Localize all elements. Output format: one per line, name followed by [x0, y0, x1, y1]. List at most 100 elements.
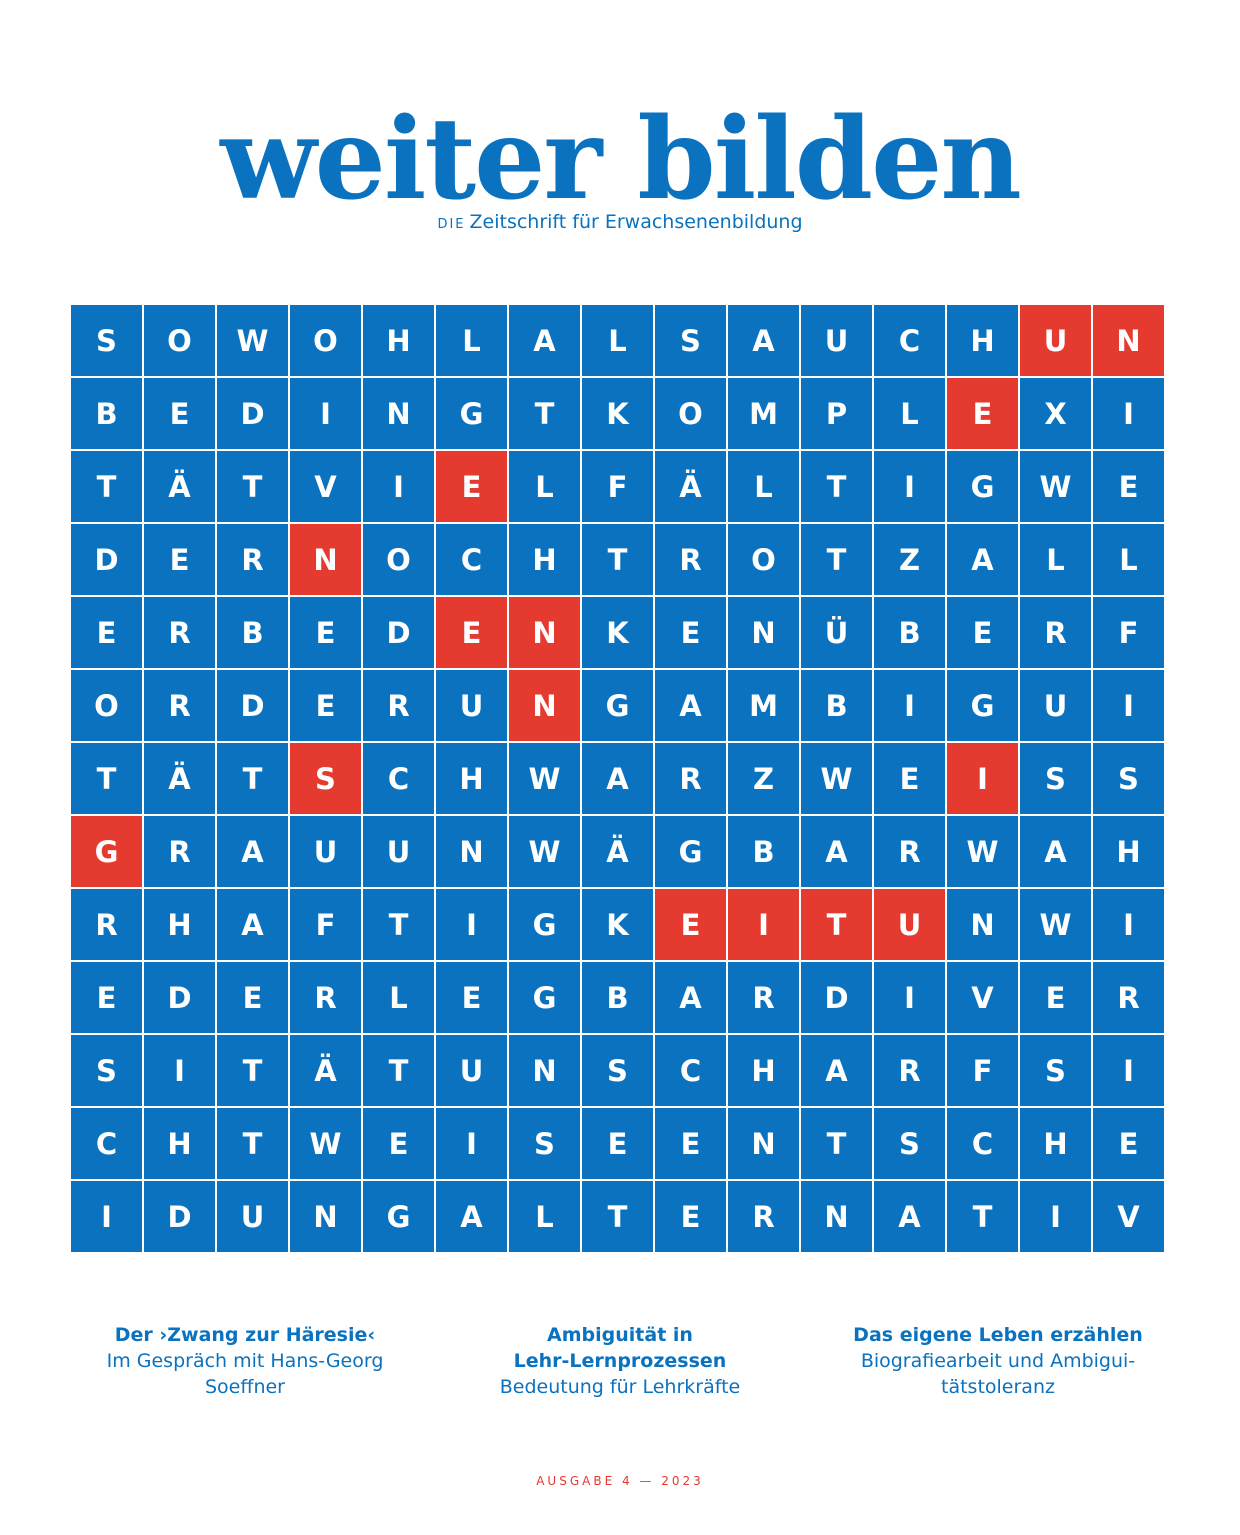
grid-cell: R	[655, 743, 726, 814]
grid-cell: T	[217, 451, 288, 522]
grid-cell: I	[144, 1035, 215, 1106]
teaser-subtitle: Soeffner	[204, 1376, 285, 1398]
grid-cell: R	[874, 1035, 945, 1106]
grid-cell: N	[947, 889, 1018, 960]
grid-cell: H	[363, 305, 434, 376]
grid-cell: A	[582, 743, 653, 814]
grid-cell: I	[1093, 1035, 1164, 1106]
grid-cell: S	[1020, 743, 1091, 814]
grid-cell: K	[582, 378, 653, 449]
grid-cell: S	[655, 305, 726, 376]
grid-cell: E	[144, 524, 215, 595]
teaser-1[interactable]: Der ›Zwang zur Häresie‹ Im Gespräch mit …	[75, 1322, 415, 1400]
grid-cell: C	[363, 743, 434, 814]
grid-cell: O	[363, 524, 434, 595]
grid-cell: V	[290, 451, 361, 522]
grid-cell: E	[655, 1181, 726, 1252]
grid-cell: F	[1093, 597, 1164, 668]
grid-cell: S	[1020, 1035, 1091, 1106]
grid-cell: H	[509, 524, 580, 595]
grid-cell: I	[874, 962, 945, 1033]
grid-cell: H	[436, 743, 507, 814]
grid-cell: H	[1093, 816, 1164, 887]
grid-cell: I	[1093, 378, 1164, 449]
grid-cell: I	[363, 451, 434, 522]
grid-cell: A	[655, 670, 726, 741]
grid-cell: Ä	[144, 743, 215, 814]
grid-cell: I	[1093, 670, 1164, 741]
grid-cell: E	[290, 597, 361, 668]
grid-cell: L	[363, 962, 434, 1033]
grid-cell: Ä	[290, 1035, 361, 1106]
grid-cell: Ü	[801, 597, 872, 668]
grid-cell: A	[801, 1035, 872, 1106]
grid-cell: B	[71, 378, 142, 449]
grid-cell: F	[582, 451, 653, 522]
grid-cell: T	[217, 1108, 288, 1179]
grid-cell: C	[874, 305, 945, 376]
grid-cell: G	[509, 962, 580, 1033]
grid-cell-highlighted: E	[947, 378, 1018, 449]
grid-cell: A	[509, 305, 580, 376]
grid-cell: T	[217, 743, 288, 814]
grid-cell: R	[874, 816, 945, 887]
grid-cell: G	[509, 889, 580, 960]
grid-cell: T	[947, 1181, 1018, 1252]
grid-cell: E	[144, 378, 215, 449]
teaser-subtitle: tätstoleranz	[941, 1376, 1055, 1398]
grid-cell-highlighted: G	[71, 816, 142, 887]
grid-cell: L	[1093, 524, 1164, 595]
grid-cell: A	[728, 305, 799, 376]
grid-cell: W	[947, 816, 1018, 887]
grid-cell-highlighted: N	[290, 524, 361, 595]
grid-cell: L	[874, 378, 945, 449]
grid-cell: T	[801, 451, 872, 522]
grid-cell: R	[655, 524, 726, 595]
grid-cell: G	[655, 816, 726, 887]
grid-cell: U	[363, 816, 434, 887]
grid-cell: G	[582, 670, 653, 741]
grid-cell: T	[71, 743, 142, 814]
grid-cell: G	[947, 451, 1018, 522]
grid-cell: C	[947, 1108, 1018, 1179]
masthead-title: weiter bilden	[220, 94, 1022, 225]
grid-cell: E	[655, 597, 726, 668]
grid-cell: D	[217, 670, 288, 741]
grid-cell: N	[728, 1108, 799, 1179]
grid-cell: N	[509, 1035, 580, 1106]
grid-cell: F	[290, 889, 361, 960]
grid-cell: T	[801, 524, 872, 595]
grid-cell: E	[874, 743, 945, 814]
grid-cell: B	[874, 597, 945, 668]
grid-cell: C	[436, 524, 507, 595]
grid-cell: O	[144, 305, 215, 376]
grid-cell: T	[363, 889, 434, 960]
grid-cell: U	[1020, 670, 1091, 741]
grid-cell: W	[509, 816, 580, 887]
grid-cell: R	[1093, 962, 1164, 1033]
grid-cell: H	[728, 1035, 799, 1106]
teaser-subtitle: Bedeutung für Lehrkräfte	[499, 1376, 741, 1398]
grid-cell-highlighted: E	[436, 451, 507, 522]
grid-cell: T	[509, 378, 580, 449]
grid-cell: W	[1020, 889, 1091, 960]
grid-cell: T	[582, 1181, 653, 1252]
grid-cell: Ä	[144, 451, 215, 522]
grid-cell-highlighted: U	[874, 889, 945, 960]
grid-cell: B	[582, 962, 653, 1033]
grid-cell: C	[655, 1035, 726, 1106]
grid-cell: U	[436, 670, 507, 741]
grid-cell: X	[1020, 378, 1091, 449]
grid-cell: K	[582, 889, 653, 960]
grid-cell-highlighted: N	[1093, 305, 1164, 376]
teaser-2[interactable]: Ambiguität in Lehr-Lernprozessen Bedeutu…	[450, 1322, 790, 1400]
grid-cell: T	[71, 451, 142, 522]
grid-cell: D	[801, 962, 872, 1033]
grid-cell: C	[71, 1108, 142, 1179]
grid-cell: D	[71, 524, 142, 595]
grid-cell: E	[947, 597, 1018, 668]
teaser-subtitle: Im Gespräch mit Hans-Georg	[106, 1350, 384, 1372]
grid-cell: U	[436, 1035, 507, 1106]
grid-cell: G	[436, 378, 507, 449]
teaser-3[interactable]: Das eigene Leben erzählen Biografiearbei…	[828, 1322, 1168, 1400]
